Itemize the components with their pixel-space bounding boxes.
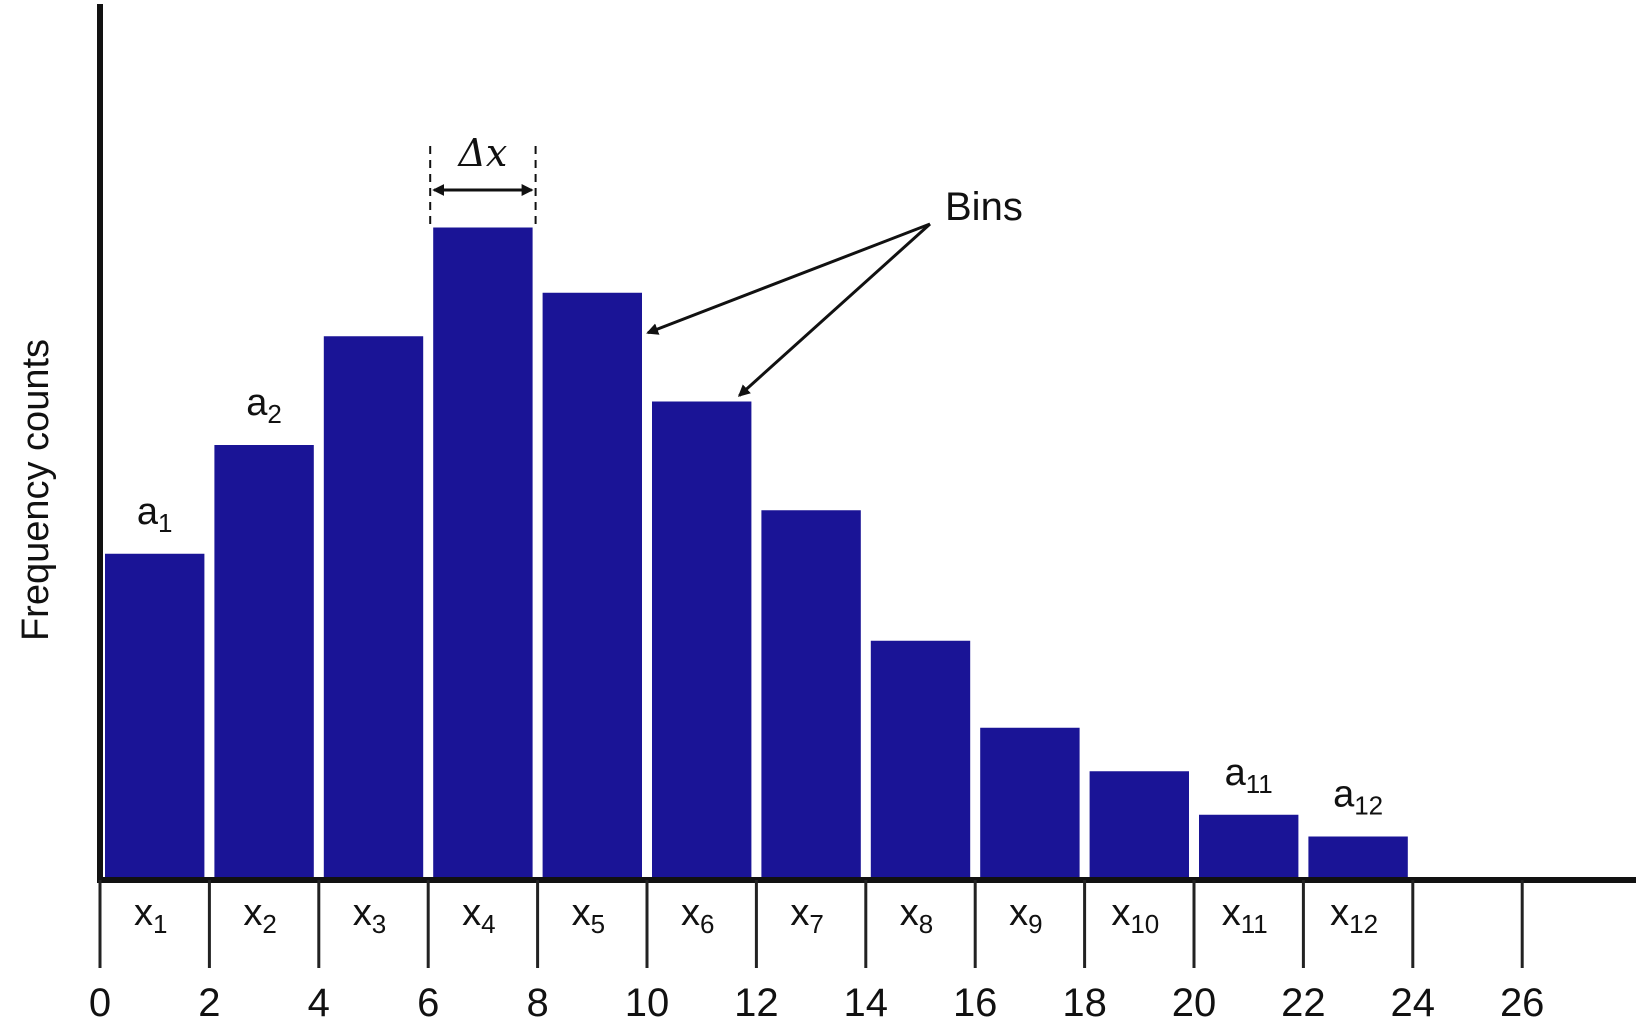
callouts-group: Δx Bins — [429, 131, 1023, 397]
bins-arrow-1 — [646, 222, 931, 335]
bar-2 — [214, 445, 314, 880]
bar-11 — [1199, 814, 1299, 880]
bin-labels-group: x1 x2 x3 x4 x5 x6 x7 x8 x9 x10 x11 x12 — [134, 892, 1378, 939]
bin-label-2: x2 — [243, 892, 276, 939]
y-axis-label: Frequency counts — [15, 339, 57, 641]
bin-label-9: x9 — [1009, 892, 1042, 939]
x-tick-label-14: 14 — [844, 981, 889, 1025]
x-tick-label-18: 18 — [1062, 981, 1107, 1025]
ticks-group: 0 2 4 6 8 10 12 14 16 18 20 22 24 26 — [89, 880, 1545, 1025]
bar-1 — [105, 553, 205, 880]
bar-6 — [652, 401, 752, 880]
bin-label-8: x8 — [900, 892, 933, 939]
x-tick-label-0: 0 — [89, 981, 111, 1025]
x-tick-label-22: 22 — [1281, 981, 1326, 1025]
bin-label-1: x1 — [134, 892, 167, 939]
bar-3 — [323, 336, 424, 880]
x-tick-label-8: 8 — [526, 981, 548, 1025]
bin-label-12: x12 — [1330, 892, 1378, 939]
bar-7 — [761, 510, 861, 880]
bar-annotation-2: a2 — [246, 382, 282, 429]
x-tick-label-10: 10 — [625, 981, 670, 1025]
bars-group — [105, 227, 1408, 880]
x-tick-label-6: 6 — [417, 981, 439, 1025]
bin-label-4: x4 — [462, 892, 495, 939]
x-tick-label-20: 20 — [1172, 981, 1217, 1025]
bar-annotation-11: a11 — [1225, 752, 1273, 799]
bar-5 — [542, 292, 642, 880]
bar-annotation-1: a1 — [137, 491, 173, 538]
bar-10 — [1089, 771, 1189, 880]
x-tick-label-16: 16 — [953, 981, 998, 1025]
x-tick-label-26: 26 — [1500, 981, 1545, 1025]
bar-annotation-12: a12 — [1333, 774, 1383, 821]
bin-label-7: x7 — [790, 892, 823, 939]
x-tick-label-24: 24 — [1391, 981, 1436, 1025]
bar-4 — [433, 227, 533, 880]
x-tick-label-4: 4 — [308, 981, 330, 1025]
annotations-group: a1 a2 a11 a12 — [137, 382, 1383, 821]
bar-8 — [870, 640, 971, 880]
bin-label-6: x6 — [681, 892, 714, 939]
bar-12 — [1308, 836, 1408, 880]
delta-x-label: Δx — [456, 131, 507, 175]
bin-label-10: x10 — [1111, 892, 1159, 939]
bar-9 — [980, 727, 1080, 880]
bin-label-11: x11 — [1222, 892, 1268, 939]
x-tick-label-12: 12 — [734, 981, 779, 1025]
bins-label: Bins — [945, 185, 1023, 229]
bin-label-5: x5 — [572, 892, 605, 939]
bin-label-3: x3 — [353, 892, 386, 939]
x-tick-label-2: 2 — [198, 981, 220, 1025]
bins-arrow-2 — [737, 222, 932, 397]
